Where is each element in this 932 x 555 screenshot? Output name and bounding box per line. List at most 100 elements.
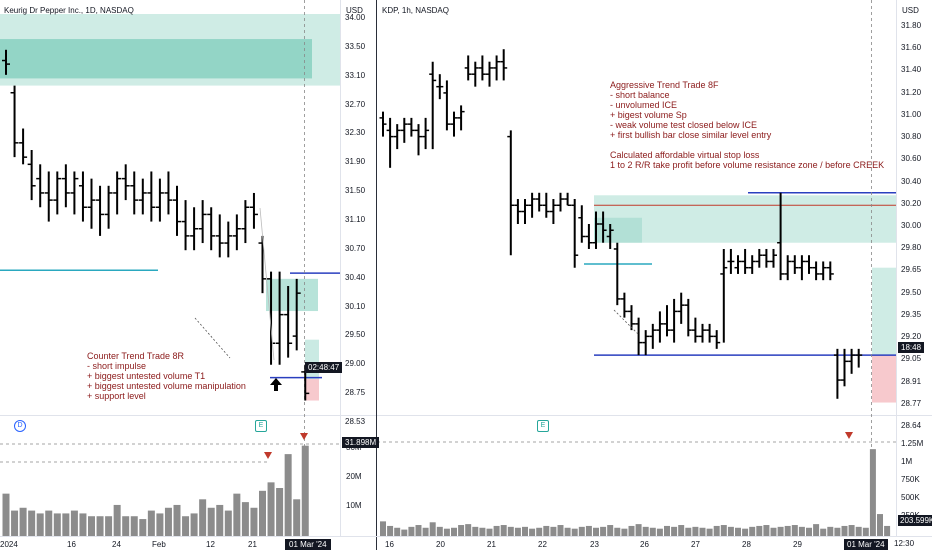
right-volume-tick: 750K <box>901 475 920 484</box>
right-volume-bar <box>791 525 798 536</box>
left-time-tick: Feb <box>152 540 166 549</box>
right-price-tick: 30.00 <box>901 221 922 230</box>
right-price-tick: 30.40 <box>901 176 922 186</box>
right-volume-bar <box>869 449 876 536</box>
left-volume-bar <box>241 502 249 536</box>
right-volume-tick: 500K <box>901 493 920 502</box>
left-annotation: Counter Trend Trade 8R - short impulse +… <box>87 351 246 401</box>
right-price-tick: 30.20 <box>901 198 922 208</box>
right-price-tick: 28.77 <box>901 398 922 408</box>
left-volume-bar <box>113 504 121 536</box>
annotation-layer <box>194 207 853 459</box>
right-volume-bar <box>536 527 543 536</box>
right-price-tick: 29.50 <box>901 287 922 297</box>
right-volume-bar <box>500 525 507 536</box>
right-volume-bar <box>571 528 578 536</box>
left-time-tick: 2024 <box>0 540 18 549</box>
left-volume-bar <box>190 513 198 536</box>
right-volume-bar <box>742 528 749 536</box>
right-price-tick: 30.60 <box>901 154 922 164</box>
earnings-event-icon[interactable]: E <box>255 420 267 432</box>
right-volume-bar <box>820 528 827 536</box>
left-volume-bar <box>182 516 190 536</box>
right-volume-bar <box>543 525 550 536</box>
left-volume-marker-icon <box>300 433 308 440</box>
right-volume-bar <box>529 528 536 536</box>
right-annotation-line: Aggressive Trend Trade 8F <box>610 80 719 90</box>
left-price-tick: 31.90 <box>345 157 366 167</box>
right-volume-bar <box>436 526 443 536</box>
left-price-tick: 34.00 <box>345 13 366 22</box>
right-price-tick: 31.20 <box>901 87 922 97</box>
right-volume-bar <box>408 526 415 536</box>
right-volume-bar <box>415 525 422 536</box>
right-price-tick: 31.00 <box>901 109 922 119</box>
right-volume-bar <box>777 526 784 536</box>
left-price-tick: 32.70 <box>345 99 366 109</box>
left-price-tick: 28.53 <box>345 417 366 426</box>
left-volume-bar <box>276 488 284 536</box>
left-volume-bar <box>130 516 138 536</box>
left-top-inner-zone <box>0 39 312 79</box>
left-price-tick: 29.50 <box>345 330 366 340</box>
right-volume-bar <box>756 525 763 536</box>
left-chart-title: Keurig Dr Pepper Inc., 1D, NASDAQ <box>4 6 134 15</box>
right-price-tick: 28.91 <box>901 376 922 386</box>
right-volume-bar <box>472 526 479 536</box>
right-annotation-line: 1 to 2 R/R take profit before volume res… <box>610 160 885 170</box>
dividend-event-icon[interactable]: D <box>14 420 26 432</box>
left-time-tick: 24 <box>112 540 121 549</box>
left-time-tick: 21 <box>248 540 257 549</box>
left-target-zone <box>305 339 319 380</box>
right-volume-bar <box>699 527 706 536</box>
left-price-tick: 28.75 <box>345 388 366 398</box>
left-volume-bar <box>11 510 19 536</box>
right-annotation-line: + first bullish bar close similar level … <box>610 130 772 140</box>
right-earnings-event-icon[interactable]: E <box>537 420 549 432</box>
right-volume-bar <box>607 525 614 536</box>
left-price-tick: 33.10 <box>345 70 366 80</box>
right-volume-bar <box>692 526 699 536</box>
right-volume-bar <box>522 526 528 536</box>
right-volume-bar <box>877 514 883 536</box>
left-price-tick: 30.10 <box>345 301 366 311</box>
left-volume-bar <box>62 513 70 536</box>
left-price-tick: 29.00 <box>345 359 366 369</box>
right-time-tick: 28 <box>742 540 751 549</box>
right-annotation-line: + bigest volume Sp <box>610 110 687 120</box>
left-volume-bar <box>79 513 87 536</box>
left-price-tick: 31.50 <box>345 186 366 196</box>
right-volume-bar <box>465 524 472 536</box>
right-volume-bar <box>642 526 649 536</box>
right-volume-bar <box>585 525 592 536</box>
right-time-badge: 12:30 <box>894 539 915 548</box>
left-stop-zone <box>305 379 319 401</box>
right-price-tick: 31.40 <box>901 65 922 75</box>
zones-layer <box>0 14 896 403</box>
right-target-zone <box>872 267 896 356</box>
right-volume-bar <box>550 526 557 536</box>
right-volume-bar <box>855 526 862 536</box>
right-price-tick: 31.60 <box>901 43 922 53</box>
left-volume-tick: 10M <box>346 501 362 510</box>
right-ice-inner-zone <box>594 217 642 243</box>
left-time-tick: 12 <box>206 540 215 549</box>
right-volume-bar <box>806 527 812 536</box>
left-volume-bar <box>96 516 104 536</box>
left-volume-bar <box>53 513 61 536</box>
right-annotation-line: - short balance <box>610 90 670 100</box>
right-annotation-line <box>610 140 884 150</box>
right-volume-bar <box>848 525 855 536</box>
right-dashed-arrow <box>613 309 639 335</box>
right-volume-bar <box>493 525 500 536</box>
right-volume-bar <box>429 522 436 536</box>
left-volume-bar <box>233 493 241 536</box>
left-buy-arrow-icon <box>270 378 282 391</box>
right-volume-badge: 203.599K <box>898 515 932 526</box>
right-price-tick: 28.64 <box>901 421 922 430</box>
right-volume-bar <box>720 525 727 536</box>
left-price-badge: 02:48:47 <box>305 362 343 373</box>
price-bars-layer <box>2 49 863 401</box>
